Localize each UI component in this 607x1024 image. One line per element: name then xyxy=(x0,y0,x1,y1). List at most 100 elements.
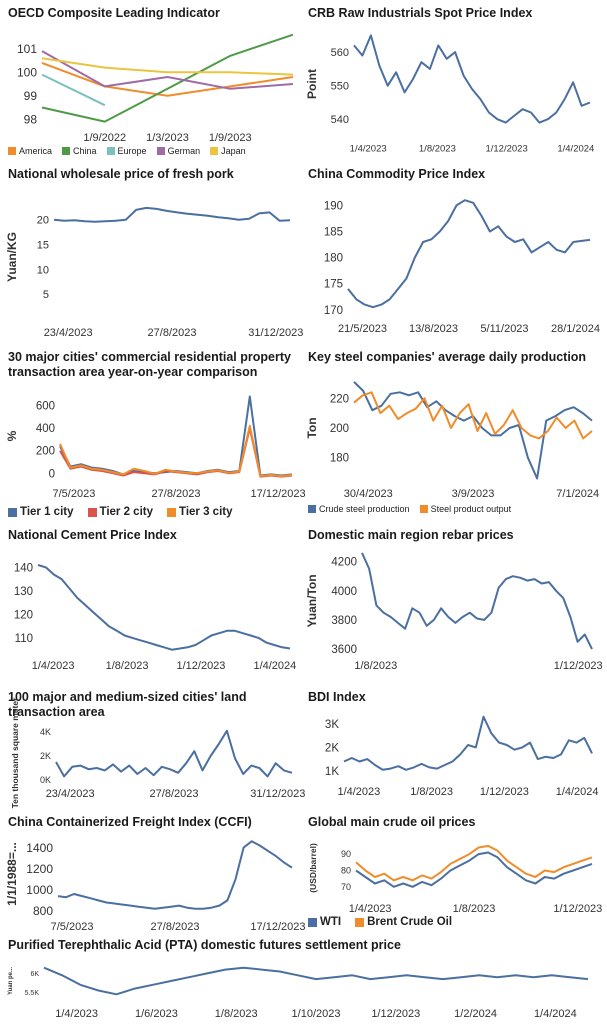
y-tick-label: 185 xyxy=(324,227,343,239)
y-tick-label: 180 xyxy=(324,253,343,265)
y-tick-label: 10 xyxy=(37,264,49,276)
y-tick-label: 540 xyxy=(331,114,349,126)
legend-label: Brent Crude Oil xyxy=(367,916,453,928)
legend-swatch xyxy=(308,505,316,513)
chart-oecd: 98 99 100 101 1/9/2022 1/3/2023 1/9/2023 xyxy=(17,33,294,144)
x-tick-label: 23/4/2023 xyxy=(44,327,93,339)
x-tick-label: 1/6/2023 xyxy=(135,1008,178,1020)
y-axis-label: 1/1/1988=... xyxy=(5,842,19,906)
chart-title: OECD Composite Leading Indicator xyxy=(8,6,220,20)
legend: WTI Brent Crude Oil xyxy=(308,916,600,928)
y-tick-label: 1K xyxy=(325,766,339,778)
panel-pta: Purified Terephthalic Acid (PTA) domesti… xyxy=(8,938,600,1022)
chart-title: Purified Terephthalic Acid (PTA) domesti… xyxy=(8,938,401,952)
x-tick-label: 13/8/2023 xyxy=(409,323,458,335)
panel-oil: Global main crude oil prices 70 80 90 (USD/… xyxy=(308,815,602,935)
legend: Crude steel production Steel product outp… xyxy=(308,504,600,514)
x-tick-label: 1/4/2023 xyxy=(55,1008,98,1020)
legend: Tier 1 city Tier 2 city Tier 3 city xyxy=(8,506,300,518)
legend-swatch xyxy=(8,147,16,155)
x-tick-label: 31/12/2023 xyxy=(248,327,303,339)
series-line xyxy=(41,33,294,123)
y-tick-label: 5 xyxy=(43,289,49,301)
series-line xyxy=(353,34,591,124)
legend-swatch xyxy=(419,505,428,513)
x-tick-label: 17/12/2023 xyxy=(250,921,305,933)
chart-pork: 5 10 15 20 Yuan/KG 23/4/2023 27/8/2023 31/12/20… xyxy=(5,206,303,339)
chart-title: China Containerized Freight Index (CCFI) xyxy=(8,815,252,829)
panel-crb: CRB Raw Industrials Spot Price Index 540… xyxy=(305,6,600,164)
x-tick-label: 1/12/2023 xyxy=(480,786,529,798)
y-tick-label: 175 xyxy=(324,279,343,291)
chart-cement: 110 120 130 140 1/4/2023 1/8/2023 1/12/2023 1/4… xyxy=(14,562,296,672)
legend-swatch xyxy=(167,507,176,517)
series-line xyxy=(43,966,589,996)
x-tick-label: 1/10/2023 xyxy=(292,1008,341,1020)
chart-rebar: 3600 3800 4000 4200 Yuan/Ton 1/8/2023 1/12/202… xyxy=(305,552,603,672)
series-line xyxy=(41,57,294,76)
y-tick-label: 0K xyxy=(40,775,51,785)
y-axis-label: % xyxy=(5,430,19,441)
legend-label: America xyxy=(19,146,53,156)
y-tick-label: 80 xyxy=(341,866,351,876)
chart-title: BDI Index xyxy=(308,690,366,704)
y-tick-label: 98 xyxy=(24,113,38,127)
legend-item: Steel product output xyxy=(419,504,511,514)
legend-item: Brent Crude Oil xyxy=(355,916,452,928)
y-tick-label: 560 xyxy=(331,47,349,59)
legend-item: Europe xyxy=(106,146,147,156)
series-line xyxy=(41,73,106,107)
x-tick-label: 1/3/2023 xyxy=(146,132,189,144)
chart-bdi: 1K 2K 3K 1/4/2023 1/8/2023 1/12/2023 1/4/2024 xyxy=(325,715,599,798)
series-line xyxy=(353,381,593,480)
x-tick-label: 1/4/2024 xyxy=(556,786,599,798)
y-axis-label: Ton xyxy=(305,417,319,438)
legend-item: WTI xyxy=(308,916,341,928)
x-tick-label: 27/8/2023 xyxy=(150,788,199,800)
x-tick-label: 1/8/2023 xyxy=(215,1008,258,1020)
y-tick-label: 140 xyxy=(14,562,33,574)
legend-item: German xyxy=(156,146,200,156)
legend-label: Europe xyxy=(117,146,147,156)
y-tick-label: 600 xyxy=(36,401,55,413)
x-tick-label: 23/4/2023 xyxy=(46,788,95,800)
x-tick-label: 1/4/2024 xyxy=(557,144,594,155)
panel-cement: National Cement Price Index 110 120 130 140… xyxy=(8,528,300,678)
panel-pork: National wholesale price of fresh pork 5… xyxy=(5,167,303,345)
y-tick-label: 400 xyxy=(36,423,55,435)
x-tick-label: 5/11/2023 xyxy=(480,323,528,335)
x-tick-label: 1/9/2022 xyxy=(83,132,126,144)
y-tick-label: 3600 xyxy=(331,644,357,656)
legend-label: Tier 1 city xyxy=(20,506,74,518)
y-tick-label: 90 xyxy=(341,849,351,859)
chart-title: China Commodity Price Index xyxy=(308,167,486,181)
y-tick-label: 190 xyxy=(324,200,343,212)
x-tick-label: 28/1/2024 xyxy=(551,323,600,335)
y-tick-label: 1400 xyxy=(26,841,53,855)
y-tick-label: 200 xyxy=(330,423,349,435)
chart-steel: 180 200 220 Ton 30/4/2023 3/9/2023 7/1/2024 xyxy=(305,381,599,500)
y-tick-label: 70 xyxy=(341,882,351,892)
series-line xyxy=(347,199,591,309)
series-line xyxy=(55,729,293,778)
y-axis-label: Point xyxy=(305,69,319,99)
y-axis-label: Yuan pe... xyxy=(8,967,14,995)
legend-swatch xyxy=(87,507,97,517)
y-tick-label: 2K xyxy=(40,751,51,761)
series-line xyxy=(41,61,294,97)
chart-title: 100 major and medium-sized cities' land … xyxy=(8,690,247,719)
y-tick-label: 120 xyxy=(14,609,33,621)
chart-title: National wholesale price of fresh pork xyxy=(8,167,234,181)
series-line xyxy=(57,840,293,910)
y-tick-label: 800 xyxy=(33,904,53,918)
legend-item: Tier 3 city xyxy=(167,506,233,518)
y-tick-label: 200 xyxy=(36,446,55,458)
x-tick-label: 1/9/2023 xyxy=(209,132,252,144)
y-tick-label: 0 xyxy=(49,468,55,480)
legend: America China Europe German Japan xyxy=(8,146,300,156)
legend-swatch xyxy=(308,917,317,927)
x-tick-label: 1/4/2023 xyxy=(349,903,392,915)
y-tick-label: 220 xyxy=(330,393,349,405)
panel-oecd: OECD Composite Leading Indicator 98 99 100… xyxy=(8,6,300,164)
panel-steel: Key steel companies' average daily produ… xyxy=(305,350,600,525)
